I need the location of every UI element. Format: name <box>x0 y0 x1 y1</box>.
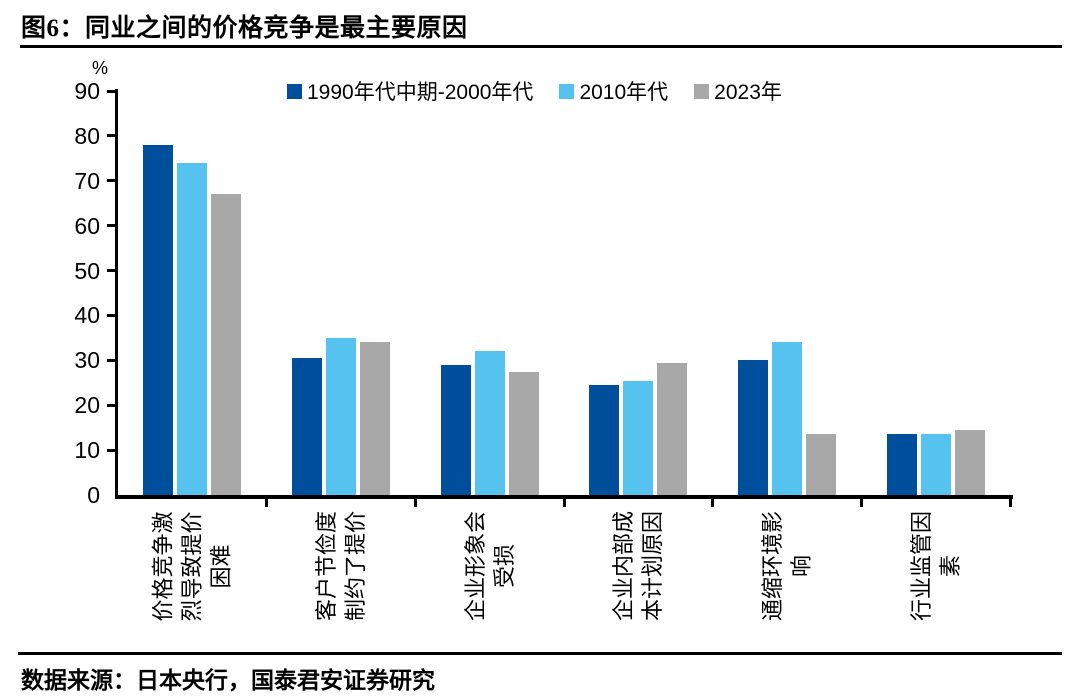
legend-item: 1990年代中期-2000年代 <box>287 76 533 106</box>
x-tick <box>711 499 715 507</box>
legend: 1990年代中期-2000年代 2010年代 2023年 <box>287 76 782 106</box>
x-tick <box>562 499 566 507</box>
source-text: 数据来源：日本央行，国泰君安证券研究 <box>21 668 435 693</box>
bar <box>211 194 242 495</box>
bar <box>806 434 836 495</box>
y-tick <box>107 134 115 138</box>
y-tick <box>107 313 115 317</box>
bar <box>954 430 985 495</box>
legend-swatch <box>287 83 302 99</box>
y-tick <box>107 179 115 183</box>
bar <box>589 385 620 495</box>
x-axis-line <box>115 495 1013 499</box>
bar <box>508 372 539 495</box>
bar <box>143 145 174 495</box>
y-tick <box>107 89 115 93</box>
y-tick <box>107 448 115 452</box>
bar <box>920 434 951 495</box>
legend-swatch <box>559 83 575 99</box>
y-tick-label: 0 <box>87 482 100 508</box>
bar <box>360 342 390 495</box>
x-tick <box>859 499 863 507</box>
y-tick-label: 50 <box>74 257 100 284</box>
y-tick-label: 20 <box>74 392 100 419</box>
y-tick <box>107 358 115 362</box>
legend-item: 2010年代 <box>559 76 668 106</box>
bar <box>177 163 208 495</box>
x-tick <box>413 499 417 507</box>
legend-item: 2023年 <box>694 76 782 106</box>
category-label: 通缩环境影 响 <box>760 510 815 622</box>
legend-swatch <box>694 83 710 99</box>
y-tick-label: 90 <box>74 78 100 104</box>
y-tick <box>107 224 115 228</box>
y-tick <box>107 403 115 407</box>
bar <box>326 338 356 495</box>
category-label: 企业形象会 受损 <box>462 510 517 622</box>
figure-title: 图6：同业之间的价格竞争是最主要原因 <box>21 15 468 42</box>
bar <box>440 365 471 495</box>
bar <box>886 434 917 495</box>
x-tick <box>265 499 269 507</box>
legend-label: 2023年 <box>714 81 782 104</box>
bar <box>738 360 768 495</box>
bar <box>772 342 802 495</box>
category-label: 价格竞争激 烈导致提价 困难 <box>150 510 234 622</box>
legend-label: 2010年代 <box>579 81 669 104</box>
category-label: 企业内部成 本计划原因 <box>611 510 666 622</box>
legend-label: 1990年代中期-2000年代 <box>307 81 534 104</box>
y-tick-label: 60 <box>74 212 100 239</box>
bar <box>474 351 505 495</box>
y-tick-label: 80 <box>74 122 100 149</box>
source-divider <box>18 652 1062 655</box>
y-axis-unit-label: % <box>92 58 109 78</box>
bar <box>292 358 322 495</box>
bar <box>657 363 688 495</box>
category-label: 行业监管因 素 <box>908 510 963 622</box>
y-tick <box>107 269 115 273</box>
y-tick-label: 30 <box>74 347 100 374</box>
title-divider <box>20 45 1062 48</box>
y-tick-label: 70 <box>74 167 100 194</box>
y-axis-line <box>115 89 118 499</box>
y-tick-label: 40 <box>74 302 100 329</box>
x-tick <box>1008 499 1012 507</box>
category-label: 客户节俭度 制约了提价 <box>314 510 369 622</box>
bar <box>623 381 654 495</box>
y-tick-label: 10 <box>74 437 100 464</box>
